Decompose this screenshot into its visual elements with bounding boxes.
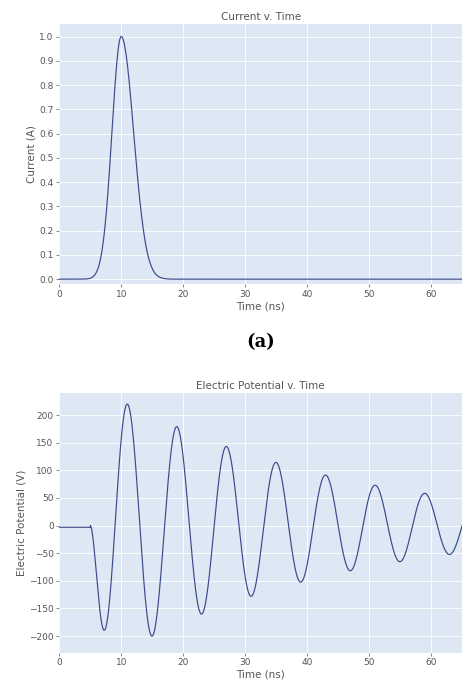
- Title: Current v. Time: Current v. Time: [220, 13, 301, 22]
- Y-axis label: Electric Potential (V): Electric Potential (V): [16, 470, 26, 576]
- Y-axis label: Current (A): Current (A): [27, 125, 36, 183]
- Text: (a): (a): [246, 334, 275, 351]
- X-axis label: Time (ns): Time (ns): [237, 670, 285, 680]
- X-axis label: Time (ns): Time (ns): [237, 302, 285, 311]
- Title: Electric Potential v. Time: Electric Potential v. Time: [196, 381, 325, 391]
